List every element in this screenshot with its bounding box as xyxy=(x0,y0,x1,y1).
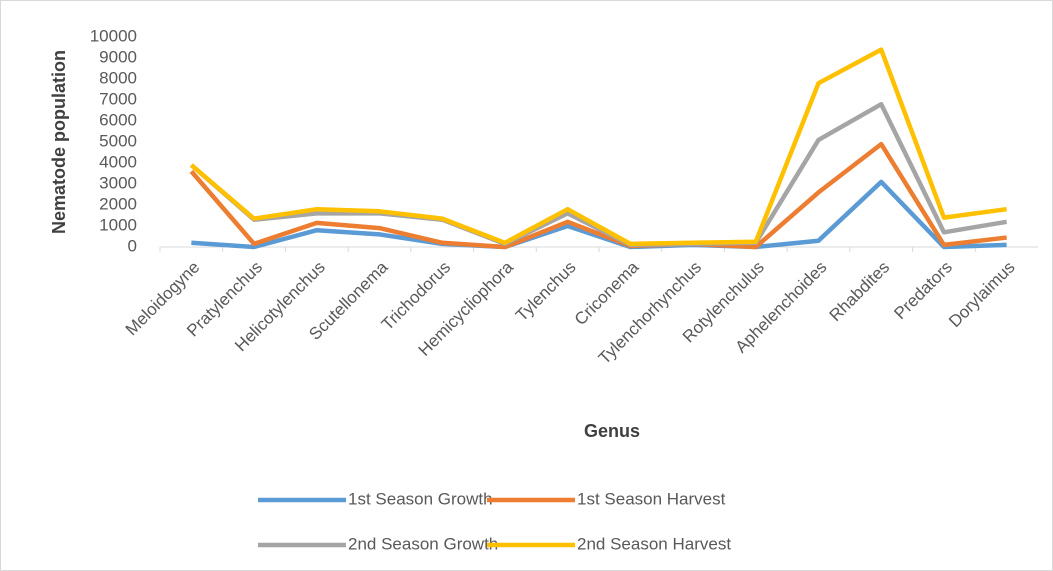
y-axis-title: Nematode population xyxy=(49,50,69,234)
y-tick-label: 7000 xyxy=(99,89,137,108)
y-tick-label: 0 xyxy=(128,236,137,255)
series-line xyxy=(189,47,1007,247)
series-line xyxy=(191,179,1007,250)
y-tick-label: 6000 xyxy=(99,110,137,129)
y-tick-label: 2000 xyxy=(99,194,137,213)
series-line xyxy=(189,141,1007,250)
y-tick-label: 4000 xyxy=(99,152,137,171)
y-tick-label: 1000 xyxy=(99,215,137,234)
y-tick-label: 9000 xyxy=(99,47,137,66)
y-tick-label: 3000 xyxy=(99,173,137,192)
series-line xyxy=(189,101,1008,248)
legend-label: 2nd Season Harvest xyxy=(577,534,731,553)
y-tick-label: 5000 xyxy=(99,131,137,150)
legend-label: 1st Season Harvest xyxy=(577,489,726,508)
y-tick-label: 10000 xyxy=(90,26,137,45)
x-axis-title: Genus xyxy=(584,421,640,441)
legend-label: 2nd Season Growth xyxy=(348,534,498,553)
legend-label: 1st Season Growth xyxy=(348,489,493,508)
y-tick-label: 8000 xyxy=(99,68,137,87)
